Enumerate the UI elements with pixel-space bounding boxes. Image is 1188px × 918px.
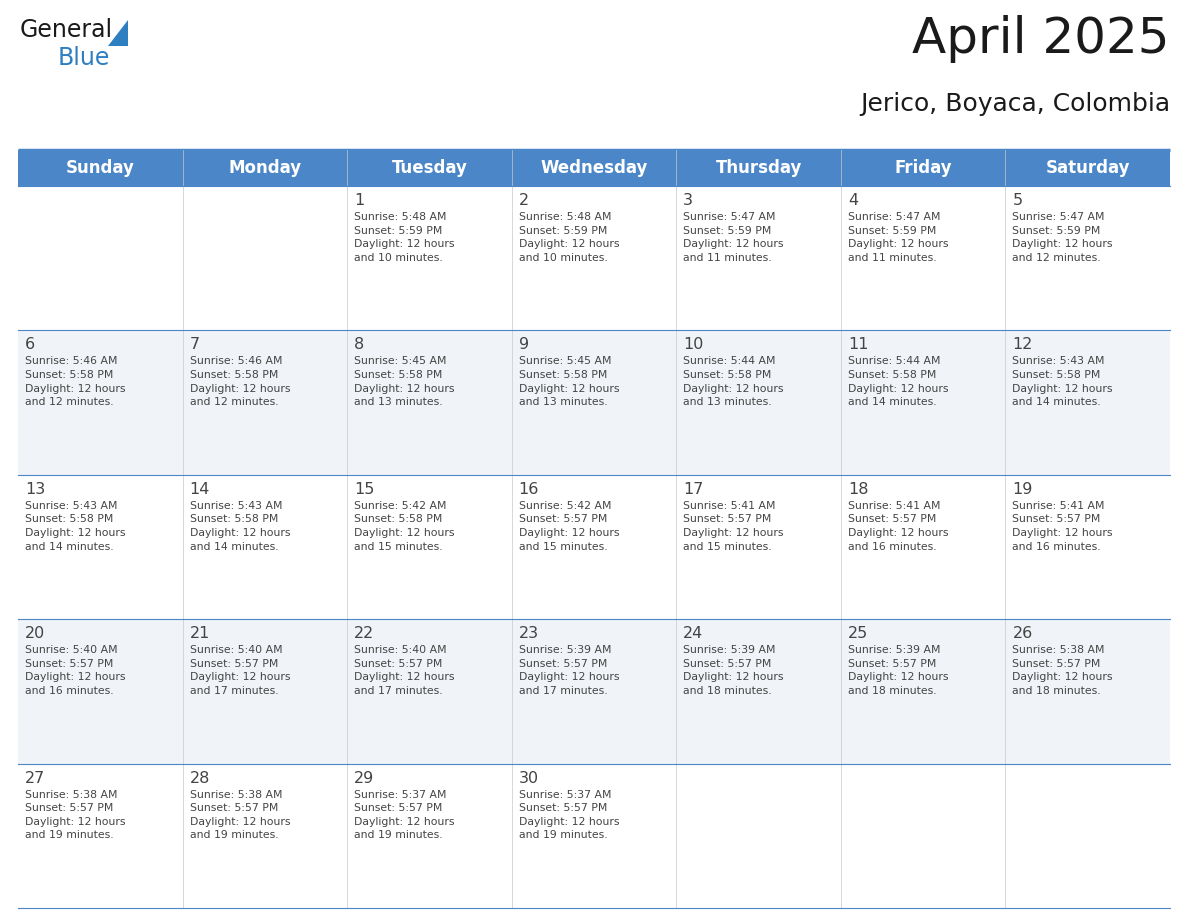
Text: 13: 13 bbox=[25, 482, 45, 497]
Text: 10: 10 bbox=[683, 338, 703, 353]
Text: 26: 26 bbox=[1012, 626, 1032, 641]
Text: 3: 3 bbox=[683, 193, 694, 208]
Bar bbox=[18, 150, 1170, 186]
Text: 27: 27 bbox=[25, 770, 45, 786]
Text: Sunrise: 5:47 AM
Sunset: 5:59 PM
Daylight: 12 hours
and 11 minutes.: Sunrise: 5:47 AM Sunset: 5:59 PM Dayligh… bbox=[683, 212, 784, 263]
Text: 8: 8 bbox=[354, 338, 365, 353]
Text: April 2025: April 2025 bbox=[912, 15, 1170, 63]
Text: Sunrise: 5:40 AM
Sunset: 5:57 PM
Daylight: 12 hours
and 17 minutes.: Sunrise: 5:40 AM Sunset: 5:57 PM Dayligh… bbox=[354, 645, 455, 696]
Text: 12: 12 bbox=[1012, 338, 1032, 353]
Text: 17: 17 bbox=[683, 482, 703, 497]
Text: Sunrise: 5:40 AM
Sunset: 5:57 PM
Daylight: 12 hours
and 17 minutes.: Sunrise: 5:40 AM Sunset: 5:57 PM Dayligh… bbox=[190, 645, 290, 696]
Text: Friday: Friday bbox=[895, 159, 952, 177]
Text: Tuesday: Tuesday bbox=[392, 159, 467, 177]
Bar bbox=[18, 620, 1170, 764]
Text: Sunrise: 5:45 AM
Sunset: 5:58 PM
Daylight: 12 hours
and 13 minutes.: Sunrise: 5:45 AM Sunset: 5:58 PM Dayligh… bbox=[519, 356, 619, 408]
Text: Sunrise: 5:47 AM
Sunset: 5:59 PM
Daylight: 12 hours
and 12 minutes.: Sunrise: 5:47 AM Sunset: 5:59 PM Dayligh… bbox=[1012, 212, 1113, 263]
Text: Sunrise: 5:38 AM
Sunset: 5:57 PM
Daylight: 12 hours
and 19 minutes.: Sunrise: 5:38 AM Sunset: 5:57 PM Dayligh… bbox=[25, 789, 126, 840]
Text: 21: 21 bbox=[190, 626, 210, 641]
Text: Sunrise: 5:46 AM
Sunset: 5:58 PM
Daylight: 12 hours
and 12 minutes.: Sunrise: 5:46 AM Sunset: 5:58 PM Dayligh… bbox=[25, 356, 126, 408]
Bar bbox=[18, 186, 1170, 330]
Text: 11: 11 bbox=[848, 338, 868, 353]
Text: Sunrise: 5:37 AM
Sunset: 5:57 PM
Daylight: 12 hours
and 19 minutes.: Sunrise: 5:37 AM Sunset: 5:57 PM Dayligh… bbox=[519, 789, 619, 840]
Text: 25: 25 bbox=[848, 626, 868, 641]
Text: 4: 4 bbox=[848, 193, 858, 208]
Text: 5: 5 bbox=[1012, 193, 1023, 208]
Text: 24: 24 bbox=[683, 626, 703, 641]
Text: Sunrise: 5:48 AM
Sunset: 5:59 PM
Daylight: 12 hours
and 10 minutes.: Sunrise: 5:48 AM Sunset: 5:59 PM Dayligh… bbox=[519, 212, 619, 263]
Polygon shape bbox=[108, 20, 128, 46]
Text: 9: 9 bbox=[519, 338, 529, 353]
Text: Sunday: Sunday bbox=[65, 159, 134, 177]
Text: 14: 14 bbox=[190, 482, 210, 497]
Text: 20: 20 bbox=[25, 626, 45, 641]
Bar bbox=[18, 475, 1170, 620]
Text: Jerico, Boyaca, Colombia: Jerico, Boyaca, Colombia bbox=[860, 92, 1170, 116]
Text: Sunrise: 5:37 AM
Sunset: 5:57 PM
Daylight: 12 hours
and 19 minutes.: Sunrise: 5:37 AM Sunset: 5:57 PM Dayligh… bbox=[354, 789, 455, 840]
Text: 15: 15 bbox=[354, 482, 374, 497]
Text: Sunrise: 5:45 AM
Sunset: 5:58 PM
Daylight: 12 hours
and 13 minutes.: Sunrise: 5:45 AM Sunset: 5:58 PM Dayligh… bbox=[354, 356, 455, 408]
Text: Thursday: Thursday bbox=[715, 159, 802, 177]
Text: Sunrise: 5:39 AM
Sunset: 5:57 PM
Daylight: 12 hours
and 17 minutes.: Sunrise: 5:39 AM Sunset: 5:57 PM Dayligh… bbox=[519, 645, 619, 696]
Text: Sunrise: 5:39 AM
Sunset: 5:57 PM
Daylight: 12 hours
and 18 minutes.: Sunrise: 5:39 AM Sunset: 5:57 PM Dayligh… bbox=[683, 645, 784, 696]
Text: 7: 7 bbox=[190, 338, 200, 353]
Text: Sunrise: 5:39 AM
Sunset: 5:57 PM
Daylight: 12 hours
and 18 minutes.: Sunrise: 5:39 AM Sunset: 5:57 PM Dayligh… bbox=[848, 645, 948, 696]
Text: 6: 6 bbox=[25, 338, 36, 353]
Text: 16: 16 bbox=[519, 482, 539, 497]
Text: Sunrise: 5:42 AM
Sunset: 5:57 PM
Daylight: 12 hours
and 15 minutes.: Sunrise: 5:42 AM Sunset: 5:57 PM Dayligh… bbox=[519, 501, 619, 552]
Text: Sunrise: 5:41 AM
Sunset: 5:57 PM
Daylight: 12 hours
and 16 minutes.: Sunrise: 5:41 AM Sunset: 5:57 PM Dayligh… bbox=[848, 501, 948, 552]
Text: 18: 18 bbox=[848, 482, 868, 497]
Text: Sunrise: 5:42 AM
Sunset: 5:58 PM
Daylight: 12 hours
and 15 minutes.: Sunrise: 5:42 AM Sunset: 5:58 PM Dayligh… bbox=[354, 501, 455, 552]
Text: Sunrise: 5:44 AM
Sunset: 5:58 PM
Daylight: 12 hours
and 13 minutes.: Sunrise: 5:44 AM Sunset: 5:58 PM Dayligh… bbox=[683, 356, 784, 408]
Text: Sunrise: 5:41 AM
Sunset: 5:57 PM
Daylight: 12 hours
and 16 minutes.: Sunrise: 5:41 AM Sunset: 5:57 PM Dayligh… bbox=[1012, 501, 1113, 552]
Text: Monday: Monday bbox=[228, 159, 302, 177]
Text: 19: 19 bbox=[1012, 482, 1032, 497]
Text: 29: 29 bbox=[354, 770, 374, 786]
Bar bbox=[18, 330, 1170, 475]
Text: Sunrise: 5:48 AM
Sunset: 5:59 PM
Daylight: 12 hours
and 10 minutes.: Sunrise: 5:48 AM Sunset: 5:59 PM Dayligh… bbox=[354, 212, 455, 263]
Text: Sunrise: 5:38 AM
Sunset: 5:57 PM
Daylight: 12 hours
and 19 minutes.: Sunrise: 5:38 AM Sunset: 5:57 PM Dayligh… bbox=[190, 789, 290, 840]
Text: Sunrise: 5:43 AM
Sunset: 5:58 PM
Daylight: 12 hours
and 14 minutes.: Sunrise: 5:43 AM Sunset: 5:58 PM Dayligh… bbox=[190, 501, 290, 552]
Text: 23: 23 bbox=[519, 626, 539, 641]
Text: Saturday: Saturday bbox=[1045, 159, 1130, 177]
Bar bbox=[18, 764, 1170, 908]
Text: Sunrise: 5:44 AM
Sunset: 5:58 PM
Daylight: 12 hours
and 14 minutes.: Sunrise: 5:44 AM Sunset: 5:58 PM Dayligh… bbox=[848, 356, 948, 408]
Text: 30: 30 bbox=[519, 770, 539, 786]
Text: Sunrise: 5:41 AM
Sunset: 5:57 PM
Daylight: 12 hours
and 15 minutes.: Sunrise: 5:41 AM Sunset: 5:57 PM Dayligh… bbox=[683, 501, 784, 552]
Text: Wednesday: Wednesday bbox=[541, 159, 647, 177]
Text: 2: 2 bbox=[519, 193, 529, 208]
Text: Sunrise: 5:43 AM
Sunset: 5:58 PM
Daylight: 12 hours
and 14 minutes.: Sunrise: 5:43 AM Sunset: 5:58 PM Dayligh… bbox=[1012, 356, 1113, 408]
Text: 1: 1 bbox=[354, 193, 365, 208]
Text: 22: 22 bbox=[354, 626, 374, 641]
Text: General: General bbox=[20, 18, 113, 42]
Text: Blue: Blue bbox=[58, 46, 110, 70]
Text: Sunrise: 5:43 AM
Sunset: 5:58 PM
Daylight: 12 hours
and 14 minutes.: Sunrise: 5:43 AM Sunset: 5:58 PM Dayligh… bbox=[25, 501, 126, 552]
Text: 28: 28 bbox=[190, 770, 210, 786]
Text: Sunrise: 5:38 AM
Sunset: 5:57 PM
Daylight: 12 hours
and 18 minutes.: Sunrise: 5:38 AM Sunset: 5:57 PM Dayligh… bbox=[1012, 645, 1113, 696]
Text: Sunrise: 5:40 AM
Sunset: 5:57 PM
Daylight: 12 hours
and 16 minutes.: Sunrise: 5:40 AM Sunset: 5:57 PM Dayligh… bbox=[25, 645, 126, 696]
Text: Sunrise: 5:46 AM
Sunset: 5:58 PM
Daylight: 12 hours
and 12 minutes.: Sunrise: 5:46 AM Sunset: 5:58 PM Dayligh… bbox=[190, 356, 290, 408]
Text: Sunrise: 5:47 AM
Sunset: 5:59 PM
Daylight: 12 hours
and 11 minutes.: Sunrise: 5:47 AM Sunset: 5:59 PM Dayligh… bbox=[848, 212, 948, 263]
